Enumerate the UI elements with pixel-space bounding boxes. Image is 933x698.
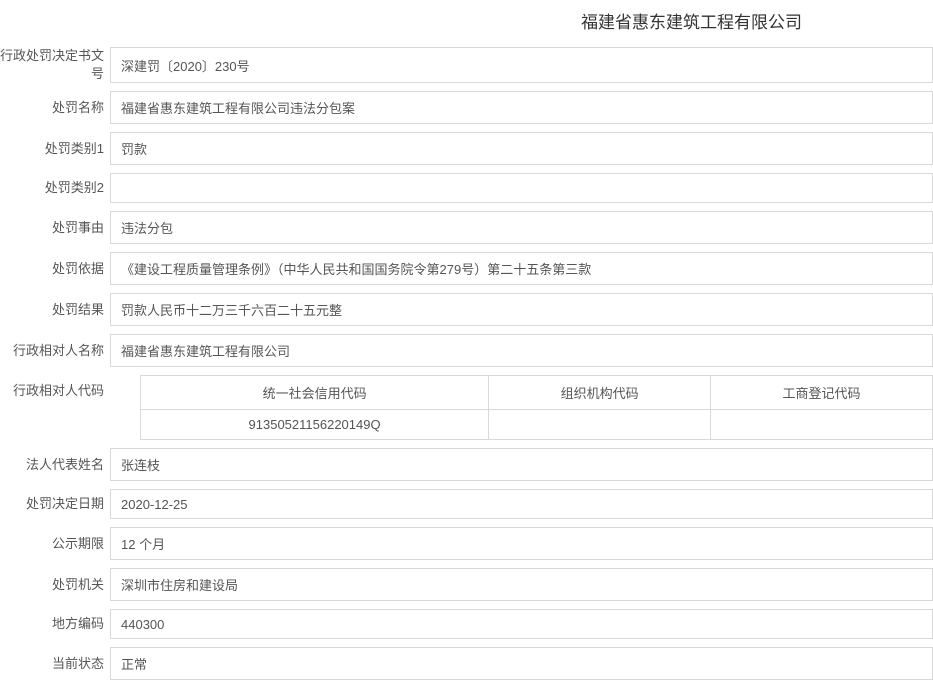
row-penalty-agency: 处罚机关 深圳市住房和建设局 xyxy=(0,568,933,601)
row-legal-rep: 法人代表姓名 张连枝 xyxy=(0,448,933,481)
cell-org xyxy=(489,410,711,440)
row-penalty-result: 处罚结果 罚款人民币十二万三千六百二十五元整 xyxy=(0,293,933,326)
value-penalty-reason: 违法分包 xyxy=(110,211,933,244)
value-penalty-name: 福建省惠东建筑工程有限公司违法分包案 xyxy=(110,91,933,124)
value-penalty-basis: 《建设工程质量管理条例》（中华人民共和国国务院令第279号）第二十五条第三款 xyxy=(110,252,933,285)
value-party-name: 福建省惠东建筑工程有限公司 xyxy=(110,334,933,367)
label-penalty-reason: 处罚事由 xyxy=(0,211,110,244)
cell-uscc: 91350521156220149Q xyxy=(141,410,489,440)
label-penalty-basis: 处罚依据 xyxy=(0,252,110,285)
row-decision-date: 处罚决定日期 2020-12-25 xyxy=(0,489,933,519)
value-penalty-type1: 罚款 xyxy=(110,132,933,165)
value-region-code: 440300 xyxy=(110,609,933,639)
row-penalty-reason: 处罚事由 违法分包 xyxy=(0,211,933,244)
row-publicity-period: 公示期限 12 个月 xyxy=(0,527,933,560)
row-penalty-type1: 处罚类别1 罚款 xyxy=(0,132,933,165)
value-penalty-agency: 深圳市住房和建设局 xyxy=(110,568,933,601)
value-decision-date: 2020-12-25 xyxy=(110,489,933,519)
label-party-name: 行政相对人名称 xyxy=(0,334,110,367)
row-party-name: 行政相对人名称 福建省惠东建筑工程有限公司 xyxy=(0,334,933,367)
row-current-status: 当前状态 正常 xyxy=(0,647,933,680)
code-table-data-row: 91350521156220149Q xyxy=(141,410,933,440)
value-current-status: 正常 xyxy=(110,647,933,680)
row-penalty-basis: 处罚依据 《建设工程质量管理条例》（中华人民共和国国务院令第279号）第二十五条… xyxy=(0,252,933,285)
row-penalty-type2: 处罚类别2 xyxy=(0,173,933,203)
value-legal-rep: 张连枝 xyxy=(110,448,933,481)
label-region-code: 地方编码 xyxy=(0,609,110,639)
code-table-wrap: 统一社会信用代码 组织机构代码 工商登记代码 91350521156220149… xyxy=(110,375,933,440)
label-legal-rep: 法人代表姓名 xyxy=(0,448,110,481)
value-penalty-type2 xyxy=(110,173,933,203)
label-penalty-result: 处罚结果 xyxy=(0,293,110,326)
header-org: 组织机构代码 xyxy=(489,376,711,410)
value-doc-number: 深建罚〔2020〕230号 xyxy=(110,47,933,83)
header-biz: 工商登记代码 xyxy=(711,376,933,410)
value-publicity-period: 12 个月 xyxy=(110,527,933,560)
label-penalty-type2: 处罚类别2 xyxy=(0,173,110,203)
cell-biz xyxy=(711,410,933,440)
label-current-status: 当前状态 xyxy=(0,647,110,680)
row-party-code: 行政相对人代码 统一社会信用代码 组织机构代码 工商登记代码 913505211… xyxy=(0,375,933,440)
header-uscc: 统一社会信用代码 xyxy=(141,376,489,410)
row-region-code: 地方编码 440300 xyxy=(0,609,933,639)
code-table: 统一社会信用代码 组织机构代码 工商登记代码 91350521156220149… xyxy=(140,375,933,440)
label-decision-date: 处罚决定日期 xyxy=(0,489,110,519)
code-table-header-row: 统一社会信用代码 组织机构代码 工商登记代码 xyxy=(141,376,933,410)
label-penalty-name: 处罚名称 xyxy=(0,91,110,124)
value-penalty-result: 罚款人民币十二万三千六百二十五元整 xyxy=(110,293,933,326)
label-penalty-type1: 处罚类别1 xyxy=(0,132,110,165)
row-doc-number: 行政处罚决定书文号 深建罚〔2020〕230号 xyxy=(0,47,933,83)
label-party-code: 行政相对人代码 xyxy=(0,375,110,440)
row-penalty-name: 处罚名称 福建省惠东建筑工程有限公司违法分包案 xyxy=(0,91,933,124)
label-penalty-agency: 处罚机关 xyxy=(0,568,110,601)
form-container: 行政处罚决定书文号 深建罚〔2020〕230号 处罚名称 福建省惠东建筑工程有限… xyxy=(0,47,933,698)
label-publicity-period: 公示期限 xyxy=(0,527,110,560)
page-title: 福建省惠东建筑工程有限公司 xyxy=(450,0,933,47)
label-doc-number: 行政处罚决定书文号 xyxy=(0,47,110,83)
